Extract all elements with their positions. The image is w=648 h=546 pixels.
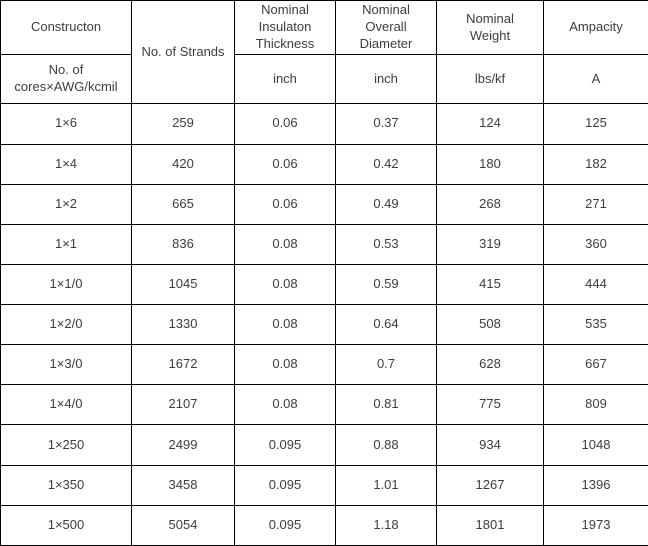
table-cell: 0.095: [234, 464, 336, 506]
table-cell: 0.08: [234, 344, 336, 386]
table-cell: 125: [543, 103, 648, 145]
table-row: 1×500 5054 0.095 1.18 1801 1973: [0, 504, 648, 546]
table-cell: 1045: [131, 263, 235, 306]
table-cell: 0.08: [234, 384, 336, 426]
table-cell: 319: [436, 223, 544, 265]
table-cell: 1×6: [0, 103, 132, 145]
table-cell: 5054: [131, 504, 235, 546]
table-cell: 0.08: [234, 263, 336, 306]
table-cell: 444: [543, 263, 648, 306]
table-row: 1×6 259 0.06 0.37 124 125: [0, 103, 648, 145]
table-row: 1×4/0 2107 0.08 0.81 775 809: [0, 384, 648, 426]
table-cell: 775: [436, 384, 544, 426]
table-cell: 0.53: [335, 223, 437, 265]
table-cell: 934: [436, 424, 544, 466]
table-cell: 628: [436, 344, 544, 386]
table-cell: 2499: [131, 424, 235, 466]
table-cell: 1×500: [0, 504, 132, 546]
table-row: 1×2/0 1330 0.08 0.64 508 535: [0, 304, 648, 346]
table-cell: 535: [543, 304, 648, 346]
table-cell: 259: [131, 103, 235, 145]
table-cell: 1×2/0: [0, 304, 132, 346]
table-cell: 1×1/0: [0, 263, 132, 306]
header-row-top: Constructon No. of Strands Nominal Insul…: [0, 0, 648, 105]
table-cell: 1801: [436, 504, 544, 546]
table-cell: 1×250: [0, 424, 132, 466]
table-cell: 420: [131, 143, 235, 185]
table-cell: 360: [543, 223, 648, 265]
table-cell: 415: [436, 263, 544, 306]
table-cell: 0.42: [335, 143, 437, 185]
header-nominal-weight: Nominal Weight: [436, 0, 544, 56]
table-cell: 2107: [131, 384, 235, 426]
header-construction: Constructon: [0, 0, 132, 56]
table-cell: 0.49: [335, 183, 437, 225]
table-cell: 0.095: [234, 504, 336, 546]
table-row: 1×350 3458 0.095 1.01 1267 1396: [0, 464, 648, 506]
table-cell: 271: [543, 183, 648, 225]
header-cores-awg-kcmil: No. of cores×AWG/kcmil: [0, 54, 132, 105]
table-cell: 0.37: [335, 103, 437, 145]
table-row: 1×3/0 1672 0.08 0.7 628 667: [0, 344, 648, 386]
table-cell: 0.06: [234, 103, 336, 145]
table-cell: 124: [436, 103, 544, 145]
table-cell: 0.06: [234, 143, 336, 185]
table-cell: 0.095: [234, 424, 336, 466]
table-cell: 1973: [543, 504, 648, 546]
table-row: 1×1 836 0.08 0.53 319 360: [0, 223, 648, 265]
header-overall-diameter: Nominal Overall Diameter: [335, 0, 437, 56]
header-insulation-thickness: Nominal Insulaton Thickness: [234, 0, 336, 56]
header-row-units: No. of cores×AWG/kcmil inch inch lbs/kf …: [0, 54, 648, 105]
table-cell: 1.18: [335, 504, 437, 546]
table-cell: 1×350: [0, 464, 132, 506]
unit-weight-lbs-kf: lbs/kf: [436, 54, 544, 105]
table-cell: 1.01: [335, 464, 437, 506]
header-no-of-strands: No. of Strands: [131, 0, 235, 105]
table-cell: 0.88: [335, 424, 437, 466]
unit-diameter-inch: inch: [335, 54, 437, 105]
table-row: 1×250 2499 0.095 0.88 934 1048: [0, 424, 648, 466]
table-cell: 1×1: [0, 223, 132, 265]
table-cell: 836: [131, 223, 235, 265]
table-cell: 1396: [543, 464, 648, 506]
table-cell: 0.08: [234, 304, 336, 346]
table-cell: 508: [436, 304, 544, 346]
table-row: 1×2 665 0.06 0.49 268 271: [0, 183, 648, 225]
table-cell: 0.81: [335, 384, 437, 426]
table-cell: 1×4/0: [0, 384, 132, 426]
table-cell: 0.06: [234, 183, 336, 225]
table-row: 1×1/0 1045 0.08 0.59 415 444: [0, 263, 648, 306]
unit-insulation-inch: inch: [234, 54, 336, 105]
table-cell: 665: [131, 183, 235, 225]
table-cell: 809: [543, 384, 648, 426]
table-cell: 1048: [543, 424, 648, 466]
table-cell: 1330: [131, 304, 235, 346]
table-cell: 1267: [436, 464, 544, 506]
table-cell: 180: [436, 143, 544, 185]
table-cell: 667: [543, 344, 648, 386]
table-cell: 0.08: [234, 223, 336, 265]
table-cell: 268: [436, 183, 544, 225]
table-cell: 0.64: [335, 304, 437, 346]
header-ampacity: Ampacity: [543, 0, 648, 56]
table-cell: 0.59: [335, 263, 437, 306]
table-cell: 0.7: [335, 344, 437, 386]
unit-ampacity-a: A: [543, 54, 648, 105]
table-cell: 1×3/0: [0, 344, 132, 386]
table-cell: 182: [543, 143, 648, 185]
table-cell: 1×4: [0, 143, 132, 185]
table-cell: 3458: [131, 464, 235, 506]
table-cell: 1672: [131, 344, 235, 386]
table-row: 1×4 420 0.06 0.42 180 182: [0, 143, 648, 185]
table-cell: 1×2: [0, 183, 132, 225]
